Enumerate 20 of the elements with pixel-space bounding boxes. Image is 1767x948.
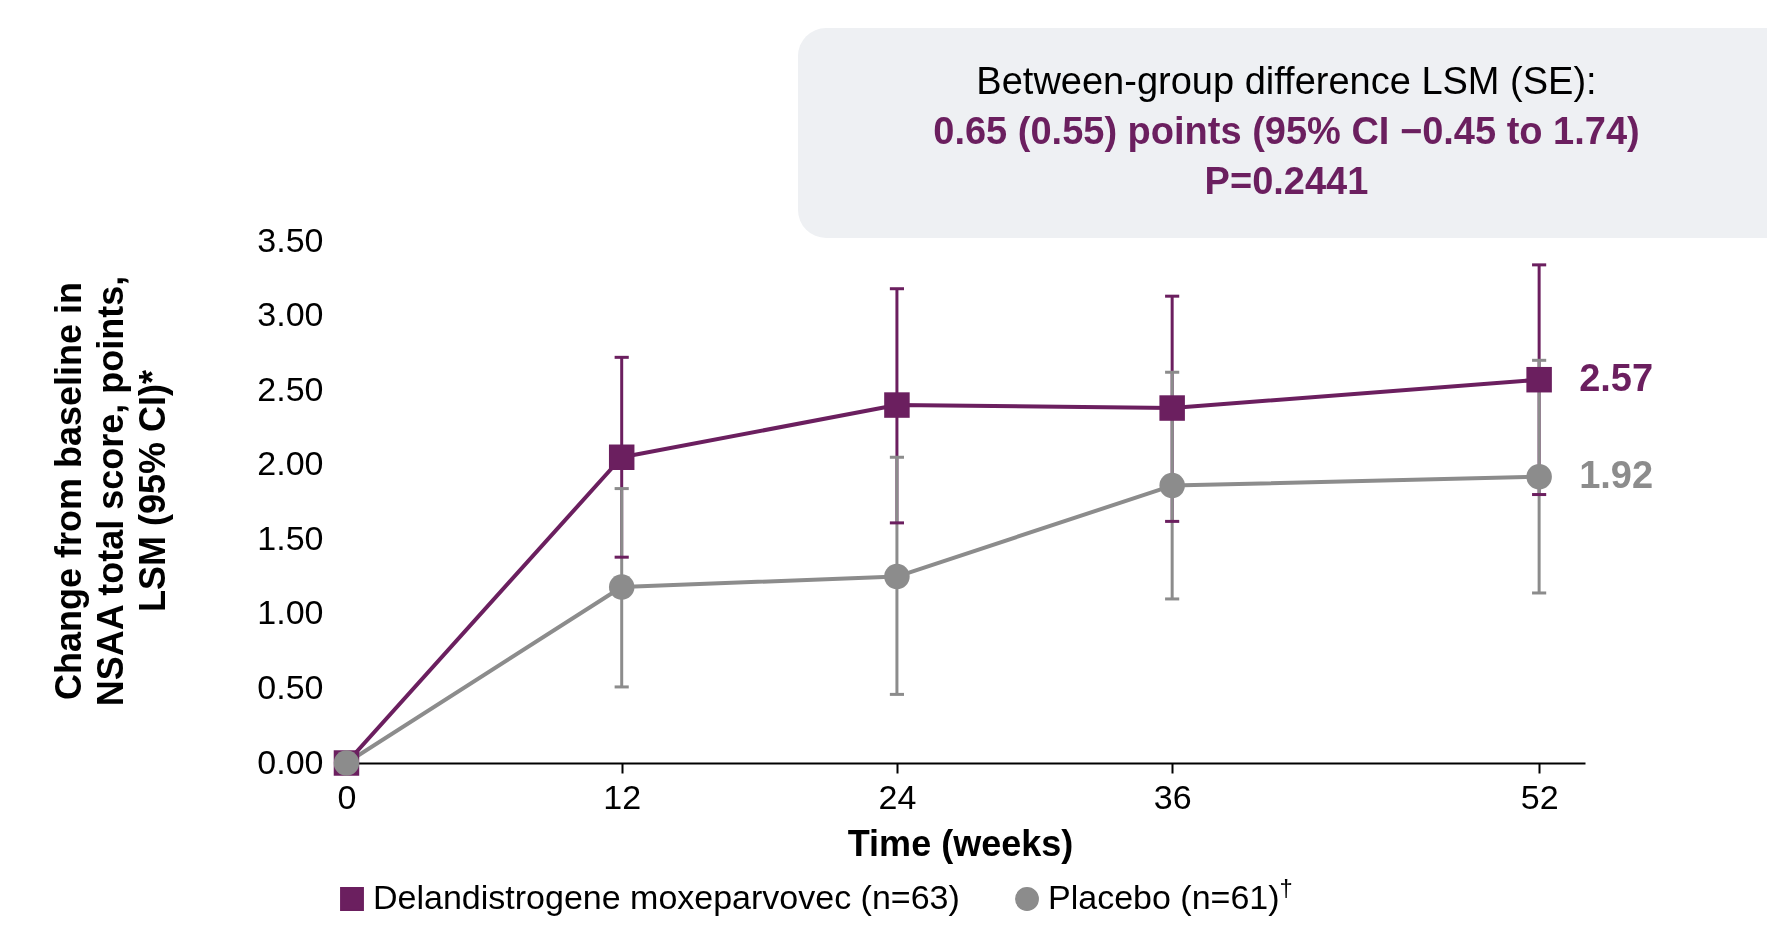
y-tick-label: 3.50 <box>257 220 324 259</box>
x-axis-title: Time (weeks) <box>847 822 1074 864</box>
x-tick-label: 52 <box>1520 777 1559 816</box>
x-tick-label: 12 <box>603 777 642 816</box>
y-tick-label: 1.00 <box>257 593 324 632</box>
data-label: 1.92 <box>1579 453 1654 496</box>
x-tick-label: 36 <box>1153 777 1192 816</box>
y-tick-label: 0.00 <box>257 742 324 781</box>
legend-label: Delandistrogene moxeparvovec (n=63) <box>373 878 960 916</box>
y-tick-label: 2.00 <box>257 444 324 483</box>
y-tick-label: 1.50 <box>257 518 324 557</box>
callout-box: Between-group difference LSM (SE): 0.65 (0.55) points (95% CI −0.45 to 1.74) P=0.2441 <box>798 28 1767 238</box>
y-tick-label: 3.00 <box>257 295 324 334</box>
x-tick-label: 24 <box>878 777 917 816</box>
y-tick-label: 0.50 <box>257 667 324 706</box>
x-tick-label: 0 <box>337 777 357 816</box>
y-tick-label: 2.50 <box>257 369 324 408</box>
y-axis-title: Change from baseline in NSAA total score, points, LSM (95% CI)* <box>48 274 174 709</box>
legend-label: Placebo (n=61)$^{†}$ <box>1048 873 1293 916</box>
data-label: 2.57 <box>1579 356 1654 399</box>
